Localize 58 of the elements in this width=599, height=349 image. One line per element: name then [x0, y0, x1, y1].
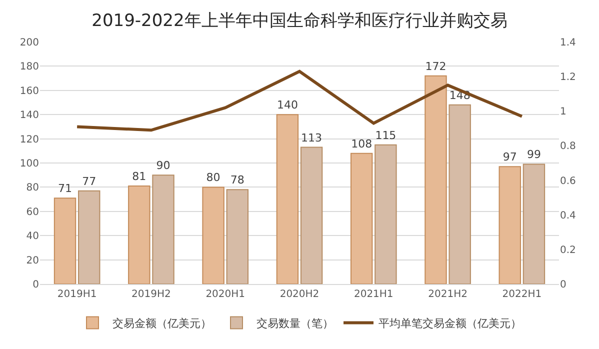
y2-tick-label: 0.2: [560, 244, 576, 256]
bar: [350, 152, 373, 284]
data-label: 115: [375, 128, 396, 142]
y2-tick-label: 0.4: [560, 210, 576, 222]
y2-tick-label: 1.4: [560, 38, 576, 48]
x-tick-label: 2022H1: [502, 289, 542, 300]
x-tick-label: 2021H1: [354, 289, 394, 300]
bar: [448, 104, 471, 284]
data-label: 71: [58, 182, 72, 196]
data-label: 172: [425, 60, 446, 73]
y-tick-label: 180: [20, 62, 39, 73]
data-label: 81: [132, 170, 146, 183]
legend-label: 平均单笔交易金额（亿美元）: [378, 316, 522, 330]
bar: [522, 164, 546, 284]
bar: [152, 174, 174, 284]
data-label: 113: [301, 131, 322, 144]
y-tick-label: 60: [26, 206, 39, 218]
y-tick-label: 140: [20, 110, 39, 122]
x-tick-label: 2019H2: [132, 289, 171, 300]
y2-tick-label: 0.8: [560, 141, 576, 152]
data-label: 78: [230, 174, 244, 187]
y-tick-label: 200: [20, 38, 39, 48]
y-tick-label: 100: [20, 158, 39, 170]
data-label: 80: [206, 171, 220, 184]
x-tick-label: 2020H1: [206, 289, 246, 300]
y2-tick-label: 0: [560, 280, 566, 290]
y2-tick-label: 1: [560, 106, 566, 118]
bar: [276, 114, 299, 284]
data-label: 90: [156, 159, 170, 172]
data-label: 140: [276, 98, 298, 112]
bar: [374, 144, 397, 284]
y-tick-label: 0: [32, 280, 39, 290]
bar: [78, 190, 100, 284]
y-tick-label: 80: [26, 182, 39, 194]
line-series: [76, 70, 524, 132]
y-tick-label: 20: [26, 255, 39, 266]
x-tick-label: 2019H1: [57, 289, 97, 300]
data-label: 97: [502, 150, 517, 164]
bar: [128, 185, 150, 284]
legend-label: 交易数量（笔）: [256, 316, 334, 330]
y2-tick-label: 0.6: [560, 176, 576, 187]
bar: [202, 186, 224, 284]
data-label: 77: [82, 174, 96, 188]
x-tick-label: 2020H2: [280, 289, 320, 300]
bar: [54, 198, 76, 284]
y-tick-label: 160: [20, 86, 39, 97]
bar: [424, 75, 447, 284]
bar: [498, 166, 521, 284]
legend-label: 交易金额（亿美元）: [112, 316, 212, 330]
y-tick-label: 120: [20, 134, 39, 146]
bar: [226, 189, 249, 284]
chart-title: 2019-2022年上半年中国生命科学和医疗行业并购交易: [92, 10, 508, 31]
bar: [300, 146, 323, 284]
data-label: 108: [351, 137, 372, 150]
y2-tick-label: 1.2: [560, 72, 576, 84]
y-tick-label: 40: [26, 231, 39, 242]
data-label: 99: [526, 148, 541, 162]
x-tick-label: 2021H2: [428, 289, 468, 300]
